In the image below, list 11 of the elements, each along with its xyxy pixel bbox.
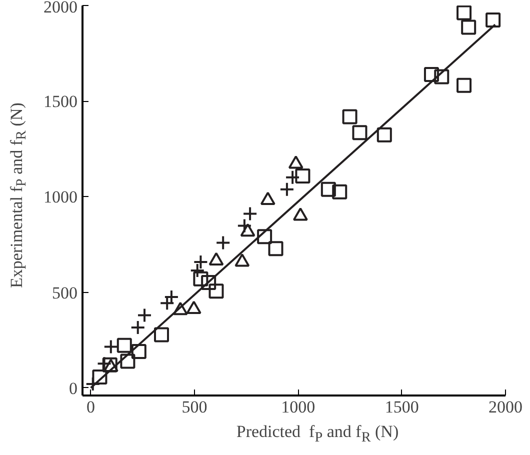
y-tick-label: 2000	[44, 0, 78, 16]
x-tick-label: 1000	[281, 398, 316, 416]
y-tick-label: 500	[52, 283, 78, 302]
y-tick-label: 1500	[44, 92, 78, 112]
x-tick-label: 500	[182, 398, 208, 416]
x-tick-label: 2000	[488, 398, 522, 416]
y-tick-label: 0	[69, 378, 78, 398]
y-tick-label: 1000	[44, 188, 78, 207]
x-axis-title: Predicted f$_{P}$ and f$_{R}$ (N)	[235, 421, 400, 448]
x-tick-label: 1500	[384, 398, 419, 416]
x-tick-label: 0	[86, 398, 96, 416]
